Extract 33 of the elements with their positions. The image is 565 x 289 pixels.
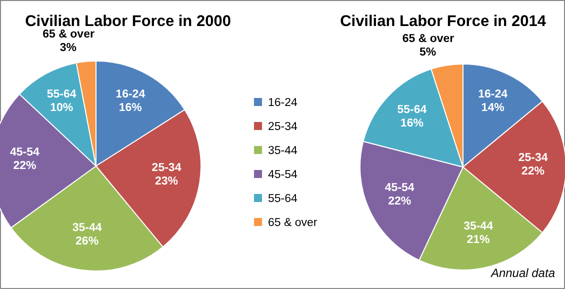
slice-label: 25-34 [152,162,182,174]
slice-label: 65 & over [42,28,95,41]
slice-label: 16-24 [116,88,146,100]
slice-label: 65 & over [402,32,455,45]
data-label: 23% [155,176,178,188]
data-label: 3% [60,42,76,54]
data-label: 22% [13,160,36,172]
slice-label: 55-64 [46,88,77,100]
legend-label: 25-34 [268,121,298,133]
slice-label: 45-54 [10,146,40,159]
legend-label: 45-54 [268,169,298,181]
data-label: 22% [388,195,412,208]
data-label: 16% [118,102,142,114]
slice-label: 35-44 [72,222,102,234]
data-label: 26% [76,235,99,248]
legend-label: 35-44 [268,145,298,157]
data-label: 16% [400,118,424,130]
data-label: 22% [522,166,545,178]
data-label: 5% [420,46,436,58]
slice-label: 16-24 [478,88,508,101]
slice-label: 35-44 [464,220,494,232]
slice-label: 25-34 [518,152,548,164]
data-label: 21% [466,234,490,246]
legend-label: 55-64 [268,193,298,205]
chart-title: Civilian Labor Force in 2014 [340,13,546,30]
slice-label: 55-64 [397,104,428,116]
data-label: 10% [50,102,74,114]
chart-title: Civilian Labor Force in 2000 [25,13,231,30]
slice-label: 45-54 [384,182,415,194]
text: Annual data [490,266,556,280]
legend-label: 65 & over [268,217,318,229]
data-label: 14% [481,102,504,114]
legend-label: 16-24 [268,97,298,109]
